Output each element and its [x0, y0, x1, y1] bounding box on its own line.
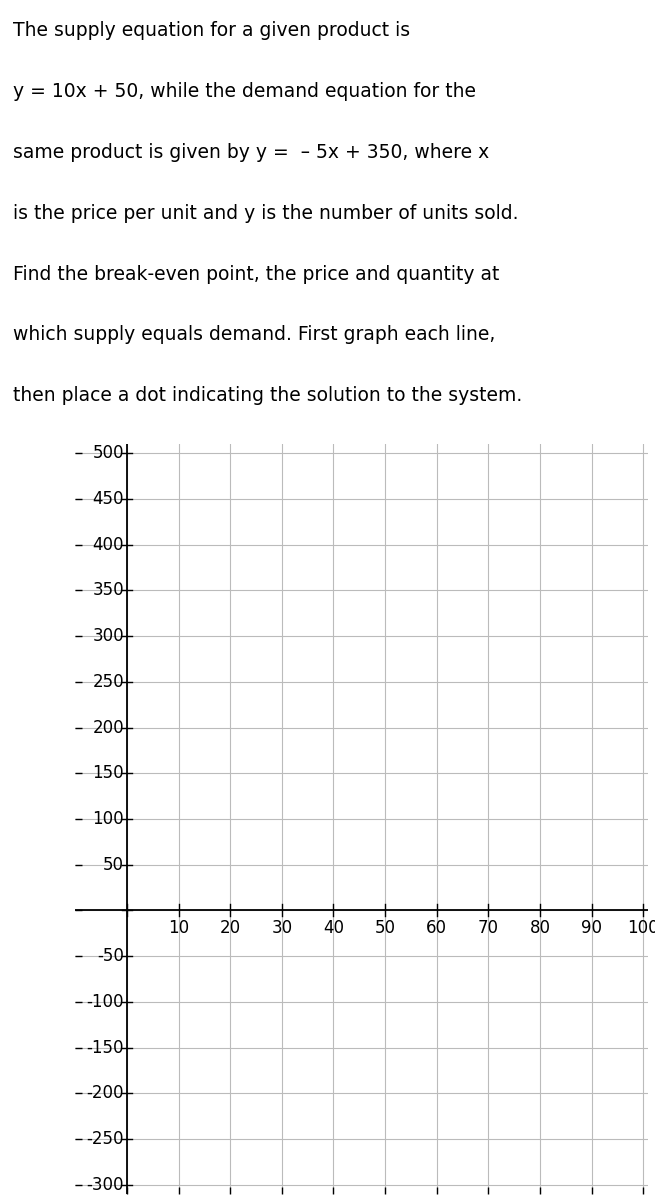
Text: -200: -200 [86, 1085, 124, 1103]
Text: 100: 100 [627, 919, 655, 937]
Text: is the price per unit and y is the number of units sold.: is the price per unit and y is the numbe… [13, 204, 519, 223]
Text: 150: 150 [92, 764, 124, 782]
Text: 500: 500 [92, 444, 124, 462]
Text: 60: 60 [426, 919, 447, 937]
Text: -300: -300 [86, 1176, 124, 1194]
Text: 200: 200 [92, 719, 124, 737]
Text: 100: 100 [92, 810, 124, 828]
Text: 50: 50 [375, 919, 396, 937]
Text: 300: 300 [92, 628, 124, 646]
Text: y = 10x + 50, while the demand equation for the: y = 10x + 50, while the demand equation … [13, 82, 476, 101]
Text: The supply equation for a given product is: The supply equation for a given product … [13, 22, 410, 40]
Text: 70: 70 [478, 919, 499, 937]
Text: -50: -50 [97, 947, 124, 965]
Text: -250: -250 [86, 1130, 124, 1148]
Text: 450: 450 [92, 490, 124, 508]
Text: 80: 80 [529, 919, 550, 937]
Text: -150: -150 [86, 1039, 124, 1057]
Text: 350: 350 [92, 581, 124, 599]
Text: 250: 250 [92, 673, 124, 691]
Text: 400: 400 [92, 535, 124, 553]
Text: then place a dot indicating the solution to the system.: then place a dot indicating the solution… [13, 386, 522, 406]
Text: 40: 40 [323, 919, 344, 937]
Text: 10: 10 [168, 919, 189, 937]
Text: Find the break-even point, the price and quantity at: Find the break-even point, the price and… [13, 264, 500, 283]
Text: 30: 30 [271, 919, 292, 937]
Text: 20: 20 [219, 919, 241, 937]
Text: -100: -100 [86, 992, 124, 1010]
Text: 90: 90 [581, 919, 602, 937]
Text: same product is given by y =  – 5x + 350, where x: same product is given by y = – 5x + 350,… [13, 143, 489, 162]
Text: which supply equals demand. First graph each line,: which supply equals demand. First graph … [13, 325, 495, 344]
Text: 50: 50 [103, 856, 124, 874]
